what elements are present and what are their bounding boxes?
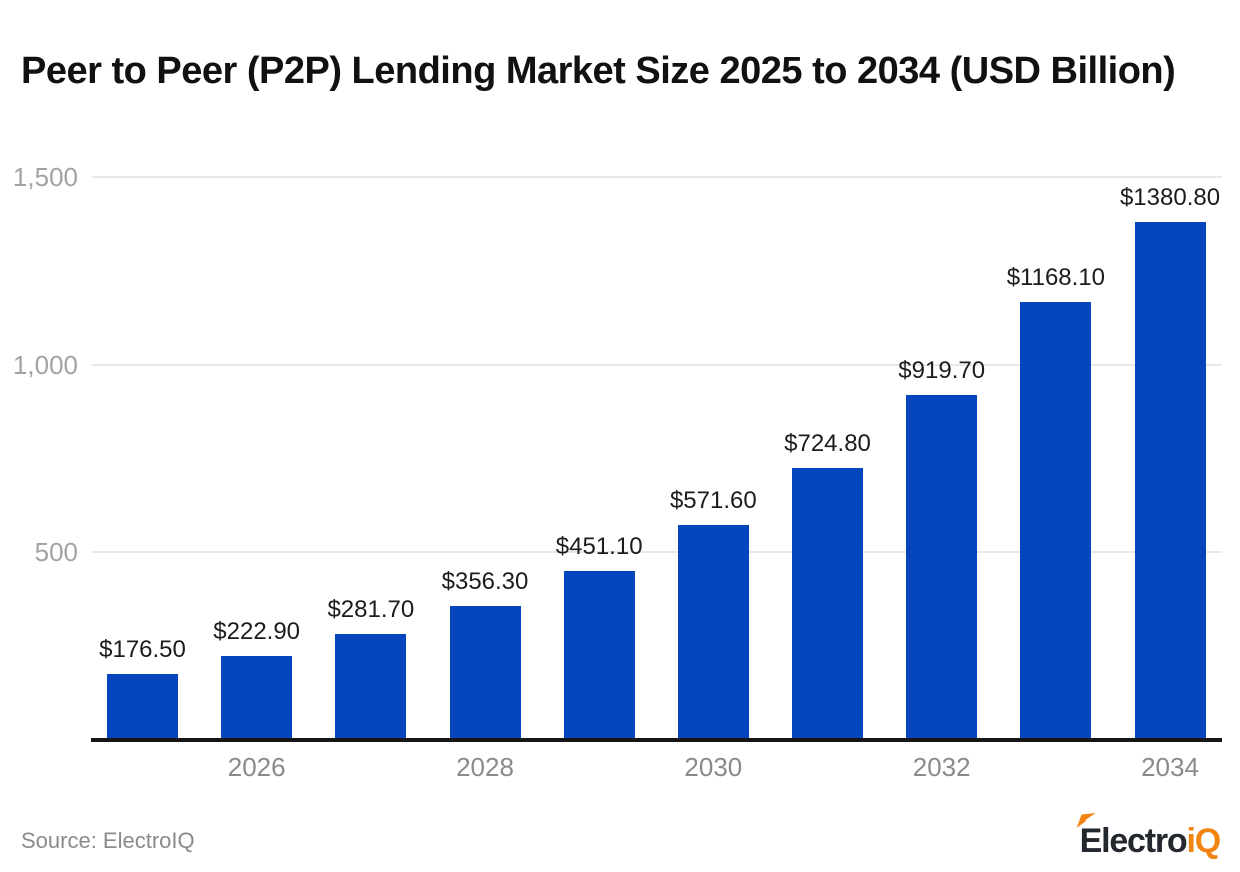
gridline-500	[92, 551, 1222, 554]
x-tick-label-2034: 2034	[1141, 752, 1199, 782]
x-axis-baseline	[91, 738, 1222, 742]
bar-value-label-2025: $176.50	[99, 635, 186, 663]
bar-2029	[563, 570, 635, 740]
bar-value-label-2026: $222.90	[213, 618, 301, 646]
x-tick-label-2028: 2028	[456, 752, 514, 782]
bar-2032	[906, 394, 978, 740]
electroiq-logo: ElectroiQ	[1076, 813, 1222, 861]
bar-value-label-2028: $356.30	[441, 568, 529, 596]
bar-value-label-2030: $571.60	[669, 487, 757, 515]
gridline-1500	[92, 176, 1222, 178]
bar-value-label-2031: $724.80	[784, 429, 871, 457]
gridline-1000	[92, 363, 1222, 366]
bar-value-label-2032: $919.70	[898, 356, 986, 384]
bar-value-label-2033: $1168.10	[1006, 263, 1106, 291]
bar-2026	[221, 656, 293, 740]
logo-text-iq: iQ	[1186, 822, 1222, 860]
bar-2034	[1134, 221, 1206, 740]
x-tick-label-2030: 2030	[684, 752, 743, 782]
plot-area: $176.50 $222.90 $281.70 $356.30 $451.10 $571.…	[92, 176, 1222, 740]
chart-title: Peer to Peer (P2P) Lending Market Size 2…	[21, 50, 1176, 93]
x-tick-label-2032: 2032	[912, 752, 971, 782]
bar-value-label-2034: $1380.80	[1119, 183, 1221, 211]
bar-value-label-2029: $451.10	[555, 532, 643, 560]
logo-text-electro: Electro	[1079, 822, 1188, 860]
y-tick-label-500: 500	[34, 537, 78, 568]
bar-2028	[449, 606, 521, 740]
y-tick-label-1500: 1,500	[12, 162, 78, 192]
source-note: Source: ElectroIQ	[21, 828, 195, 853]
x-tick-label-2026: 2026	[227, 752, 286, 782]
y-tick-label-1000: 1,000	[12, 349, 78, 380]
bar-2025	[107, 673, 178, 740]
bar-value-label-2027: $281.70	[327, 596, 415, 624]
bar-2031	[792, 467, 864, 740]
bar-2027	[335, 634, 407, 740]
bar-2033	[1020, 301, 1092, 740]
bar-2030	[677, 525, 749, 740]
